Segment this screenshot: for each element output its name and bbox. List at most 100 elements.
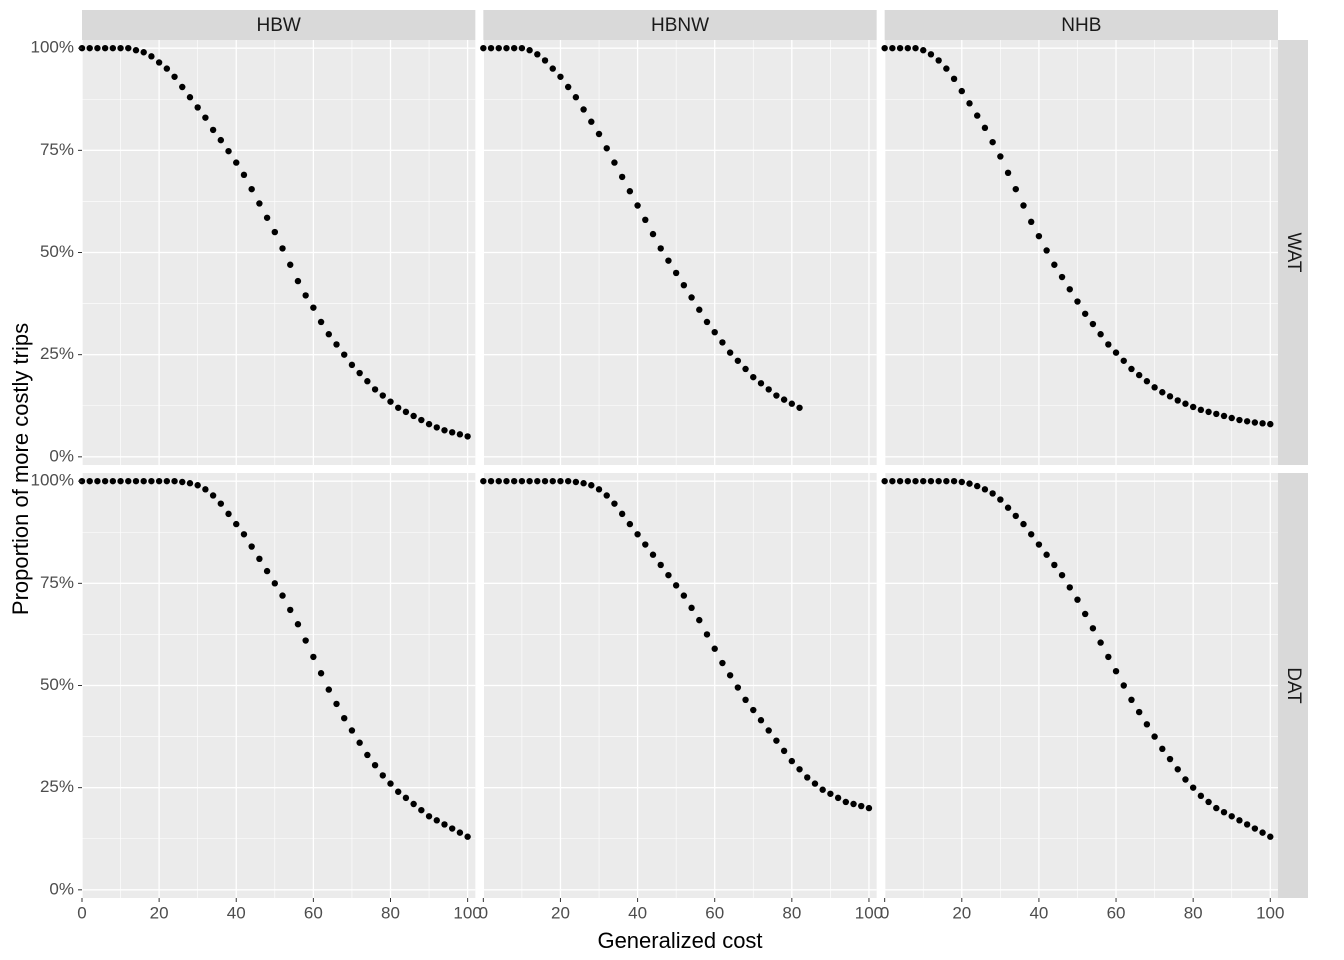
svg-text:0%: 0%	[49, 446, 74, 465]
data-point	[94, 45, 100, 51]
data-point	[673, 582, 679, 588]
data-point	[819, 787, 825, 793]
data-point	[403, 795, 409, 801]
data-point	[1051, 262, 1057, 268]
data-point	[156, 478, 162, 484]
data-point	[526, 478, 532, 484]
data-point	[341, 351, 347, 357]
data-point	[897, 45, 903, 51]
data-point	[233, 521, 239, 527]
data-point	[781, 748, 787, 754]
data-point	[1020, 521, 1026, 527]
data-point	[1244, 821, 1250, 827]
data-point	[380, 392, 386, 398]
data-point	[905, 478, 911, 484]
data-point	[480, 478, 486, 484]
data-point	[434, 817, 440, 823]
data-point	[1020, 202, 1026, 208]
svg-text:0: 0	[880, 903, 889, 922]
svg-text:75%: 75%	[40, 573, 74, 592]
data-point	[171, 74, 177, 80]
data-point	[596, 131, 602, 137]
data-point	[943, 65, 949, 71]
data-point	[1159, 746, 1165, 752]
svg-text:0%: 0%	[49, 879, 74, 898]
data-point	[496, 478, 502, 484]
data-point	[164, 65, 170, 71]
data-point	[1013, 186, 1019, 192]
data-point	[912, 45, 918, 51]
data-point	[179, 479, 185, 485]
data-point	[1105, 341, 1111, 347]
data-point	[295, 621, 301, 627]
data-point	[542, 57, 548, 63]
data-point	[1144, 378, 1150, 384]
y-axis-title: Proportion of more costly trips	[8, 323, 33, 615]
data-point	[735, 684, 741, 690]
svg-text:20: 20	[150, 903, 169, 922]
data-point	[310, 654, 316, 660]
data-point	[187, 480, 193, 486]
data-point	[827, 791, 833, 797]
data-point	[712, 329, 718, 335]
data-point	[511, 478, 517, 484]
svg-text:20: 20	[551, 903, 570, 922]
data-point	[681, 282, 687, 288]
data-point	[488, 478, 494, 484]
data-point	[588, 119, 594, 125]
data-point	[1005, 170, 1011, 176]
data-point	[1067, 584, 1073, 590]
data-point	[248, 543, 254, 549]
data-point	[719, 660, 725, 666]
data-point	[1082, 311, 1088, 317]
data-point	[789, 401, 795, 407]
data-point	[935, 57, 941, 63]
data-point	[133, 478, 139, 484]
data-point	[1198, 793, 1204, 799]
data-point	[110, 478, 116, 484]
data-point	[488, 45, 494, 51]
data-point	[1082, 611, 1088, 617]
data-point	[464, 834, 470, 840]
data-point	[951, 76, 957, 82]
facet-chart: HBWHBNWNHBWATDAT0%25%50%75%100%020406080…	[0, 0, 1344, 960]
svg-text:60: 60	[705, 903, 724, 922]
data-point	[1136, 372, 1142, 378]
data-point	[580, 106, 586, 112]
data-point	[202, 486, 208, 492]
data-point	[302, 292, 308, 298]
data-point	[650, 552, 656, 558]
data-point	[1043, 552, 1049, 558]
data-point	[434, 424, 440, 430]
data-point	[272, 229, 278, 235]
data-point	[889, 45, 895, 51]
svg-text:50%: 50%	[40, 675, 74, 694]
data-point	[94, 478, 100, 484]
panel: 0%25%50%75%100%	[31, 38, 476, 466]
data-point	[688, 294, 694, 300]
data-point	[380, 772, 386, 778]
data-point	[503, 45, 509, 51]
data-point	[611, 500, 617, 506]
data-point	[326, 686, 332, 692]
data-point	[194, 482, 200, 488]
data-point	[850, 801, 856, 807]
data-point	[318, 319, 324, 325]
data-point	[403, 409, 409, 415]
data-point	[496, 45, 502, 51]
data-point	[356, 740, 362, 746]
data-point	[1144, 721, 1150, 727]
data-point	[225, 148, 231, 154]
data-point	[1128, 697, 1134, 703]
svg-text:100: 100	[1256, 903, 1284, 922]
data-point	[1236, 417, 1242, 423]
data-point	[920, 478, 926, 484]
data-point	[997, 153, 1003, 159]
data-point	[781, 396, 787, 402]
data-point	[1236, 817, 1242, 823]
panel	[480, 40, 877, 465]
data-point	[1028, 531, 1034, 537]
data-point	[1182, 776, 1188, 782]
data-point	[796, 766, 802, 772]
data-point	[464, 433, 470, 439]
